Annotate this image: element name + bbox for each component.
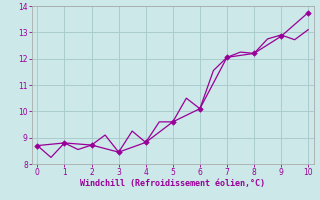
X-axis label: Windchill (Refroidissement éolien,°C): Windchill (Refroidissement éolien,°C) bbox=[80, 179, 265, 188]
